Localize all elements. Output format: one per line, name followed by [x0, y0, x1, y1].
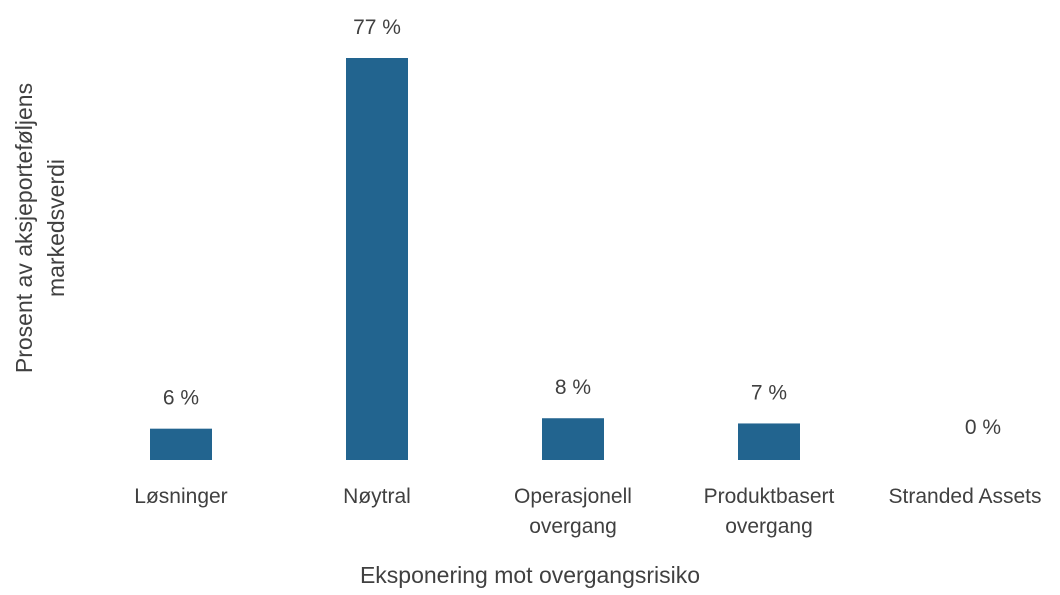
- x-tick-label: Løsninger: [134, 485, 228, 508]
- x-tick-label: Nøytral: [343, 485, 411, 508]
- data-label: 6 %: [163, 387, 199, 410]
- y-axis-label: Prosent av aksjeporteføljens markedsverd…: [11, 82, 69, 374]
- data-label: 0 %: [965, 416, 1001, 439]
- bar: [150, 428, 212, 460]
- x-tick-label: Operasjonell overgang: [514, 485, 632, 538]
- x-axis-label: Eksponering mot overgangsrisiko: [359, 562, 701, 588]
- data-label: 7 %: [751, 381, 787, 404]
- bar: [542, 418, 604, 460]
- x-tick-label: Produktbasert overgang: [703, 485, 835, 538]
- bar: [346, 58, 408, 460]
- data-label: 77 %: [353, 16, 401, 39]
- bar: [738, 423, 800, 460]
- data-label: 8 %: [555, 376, 591, 399]
- x-tick-label: Stranded Assets: [888, 485, 1042, 508]
